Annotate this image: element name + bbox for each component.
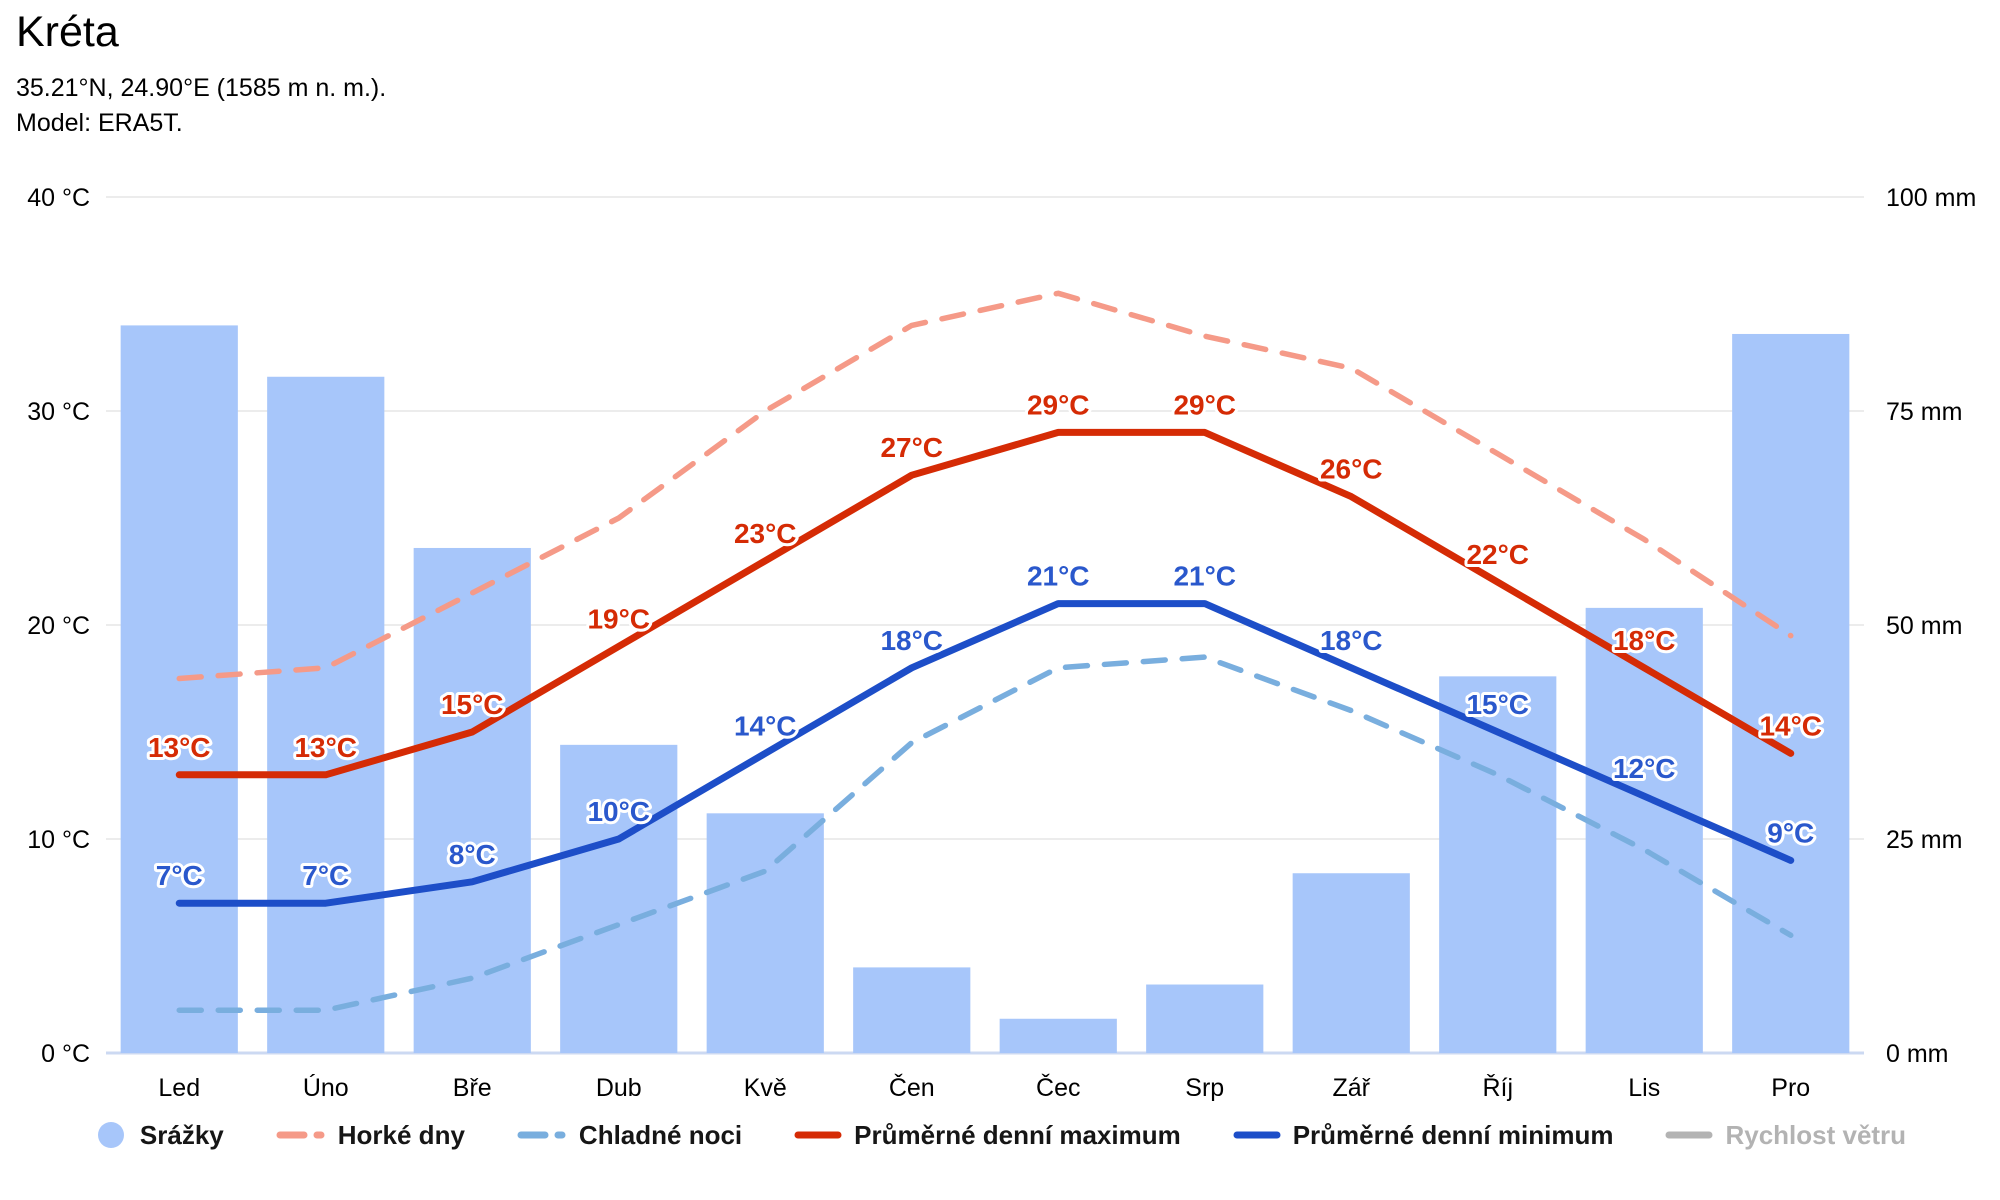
precip-bar[interactable] xyxy=(1439,676,1557,1053)
y-axis-tick-temp: 20 °C xyxy=(27,612,90,640)
max-temp-label: 15°C xyxy=(441,689,504,720)
hot-days-line[interactable] xyxy=(176,290,1794,682)
precip-bar[interactable] xyxy=(853,967,971,1053)
chart-header: Kréta 35.21°N, 24.90°E (1585 m n. m.). M… xyxy=(16,8,386,141)
max-temp-label: 23°C xyxy=(734,518,797,549)
chart-legend: Srážky Horké dny Chladné noci Průměrné d… xyxy=(0,1118,2000,1152)
y-axis-tick-precip: 50 mm xyxy=(1886,612,1962,640)
y-axis-tick-precip: 75 mm xyxy=(1886,398,1962,426)
y-axis-tick-precip: 25 mm xyxy=(1886,826,1962,854)
min-temp-label: 15°C xyxy=(1466,689,1529,720)
x-axis-label: Srp xyxy=(1185,1074,1224,1102)
model-info: Model: ERA5T. xyxy=(16,109,183,137)
y-axis-tick-precip: 100 mm xyxy=(1886,184,1976,212)
max-temp-label: 13°C xyxy=(294,732,357,763)
legend-item-precipitation[interactable]: Srážky xyxy=(94,1118,224,1152)
y-axis-tick-temp: 30 °C xyxy=(27,398,90,426)
x-axis-label: Led xyxy=(158,1074,200,1102)
legend-label: Horké dny xyxy=(337,1119,465,1150)
max-temp-label: 29°C xyxy=(1173,389,1236,420)
x-axis-label: Bře xyxy=(453,1074,492,1102)
min-temp-label: 8°C xyxy=(449,839,496,870)
min-temp-label: 18°C xyxy=(1320,625,1383,656)
precip-bar[interactable] xyxy=(1292,873,1410,1053)
legend-item-cold-nights[interactable]: Chladné noci xyxy=(517,1120,742,1151)
max-temp-label: 19°C xyxy=(587,603,650,634)
y-axis-tick-temp: 10 °C xyxy=(27,826,90,854)
legend-item-daily-maximum[interactable]: Průměrné denní maximum xyxy=(794,1120,1181,1151)
y-axis-tick-temp: 40 °C xyxy=(27,184,90,212)
precip-bar[interactable] xyxy=(1732,333,1850,1054)
max-temp-label: 29°C xyxy=(1027,389,1090,420)
legend-label: Průměrné denní maximum xyxy=(854,1119,1181,1150)
legend-item-hot-days[interactable]: Horké dny xyxy=(276,1120,465,1151)
max-temp-label: 13°C xyxy=(148,732,211,763)
location-coordinates: 35.21°N, 24.90°E (1585 m n. m.). xyxy=(16,74,387,102)
cold-nights-line[interactable] xyxy=(176,654,1794,1013)
x-axis-label: Úno xyxy=(303,1073,349,1102)
x-axis-label: Čec xyxy=(1036,1073,1080,1102)
min-temp-label: 12°C xyxy=(1613,753,1676,784)
precip-bar[interactable] xyxy=(413,547,531,1053)
min-temp-label: 14°C xyxy=(734,710,797,741)
climate-chart: 0 °C 10 °C 20 °C 30 °C 40 °C 0 mm 25 mm 50 mm 75… xyxy=(27,184,1976,1102)
precip-bar[interactable] xyxy=(1146,984,1264,1053)
legend-label: Chladné noci xyxy=(578,1119,743,1150)
precipitation-bars xyxy=(120,325,1850,1054)
max-temp-label: 22°C xyxy=(1466,539,1529,570)
min-temp-label: 10°C xyxy=(587,796,650,827)
daily-minimum-legend-marker xyxy=(1233,1131,1281,1139)
min-temp-label: 21°C xyxy=(1027,561,1090,592)
max-temp-label: 14°C xyxy=(1759,710,1822,741)
x-axis-label: Lis xyxy=(1628,1074,1660,1102)
x-axis-label: Kvě xyxy=(744,1074,787,1102)
legend-label: Rychlost větru xyxy=(1725,1119,1907,1150)
daily-maximum-line[interactable] xyxy=(175,428,1795,779)
x-axis-label: Říj xyxy=(1482,1073,1513,1102)
wind-speed-legend-marker xyxy=(1665,1131,1713,1139)
min-temp-label: 7°C xyxy=(302,860,349,891)
precip-bar[interactable] xyxy=(267,376,385,1053)
y-axis-tick-temp: 0 °C xyxy=(41,1040,90,1068)
daily-maximum-legend-marker xyxy=(794,1131,842,1139)
precip-bar[interactable] xyxy=(706,813,824,1053)
min-temp-label: 21°C xyxy=(1173,561,1236,592)
min-temp-label: 9°C xyxy=(1767,817,1814,848)
hot-days-legend-marker xyxy=(276,1131,325,1139)
page-title: Kréta xyxy=(16,8,119,56)
max-temp-label: 26°C xyxy=(1320,454,1383,485)
x-axis-label: Čen xyxy=(889,1073,935,1102)
min-temp-label: 7°C xyxy=(156,860,203,891)
precip-bar[interactable] xyxy=(1585,607,1703,1053)
y-axis-tick-precip: 0 mm xyxy=(1886,1040,1949,1068)
max-temp-label: 18°C xyxy=(1613,625,1676,656)
x-axis-label: Pro xyxy=(1771,1074,1810,1102)
min-temp-label: 18°C xyxy=(880,625,943,656)
precip-bar[interactable] xyxy=(560,744,678,1053)
legend-item-wind-speed[interactable]: Rychlost větru xyxy=(1665,1120,1906,1151)
precipitation-legend-marker xyxy=(97,1122,124,1148)
precip-bar[interactable] xyxy=(999,1018,1117,1053)
daily-minimum-line[interactable] xyxy=(175,600,1795,907)
precip-bar[interactable] xyxy=(120,325,238,1053)
x-axis-label: Zář xyxy=(1333,1074,1371,1102)
max-temp-label: 27°C xyxy=(880,432,943,463)
x-axis-label: Dub xyxy=(596,1074,642,1102)
legend-item-daily-minimum[interactable]: Průměrné denní minimum xyxy=(1233,1119,1614,1151)
legend-label: Průměrné denní minimum xyxy=(1292,1119,1614,1150)
legend-label: Srážky xyxy=(139,1119,224,1150)
cold-nights-legend-marker xyxy=(517,1131,566,1139)
